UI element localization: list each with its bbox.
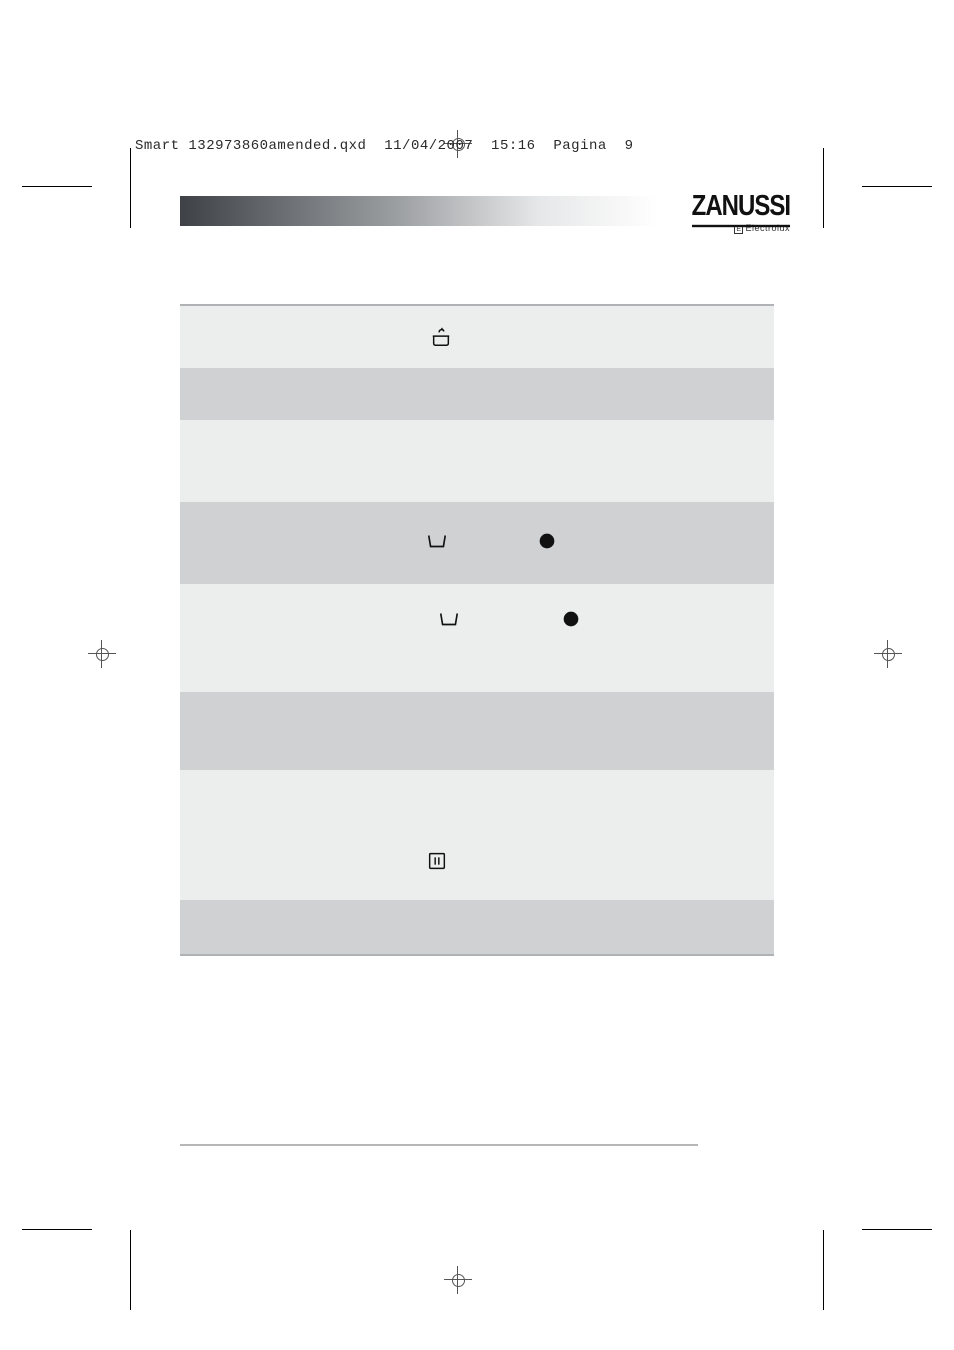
registration-mark	[874, 640, 902, 668]
brand-name: ZANUSSI	[692, 190, 790, 227]
table-row	[180, 368, 774, 420]
cropmark	[130, 1230, 131, 1310]
table-row	[180, 900, 774, 954]
cropmark	[823, 148, 824, 228]
programme-table	[180, 304, 774, 956]
brand-block: ZANUSSI EElectrolux	[692, 190, 790, 234]
footer-rule	[180, 1144, 698, 1146]
cropmark	[862, 186, 932, 187]
tub-icon	[426, 532, 448, 550]
table-row	[180, 584, 774, 692]
header-gradient-bar	[180, 196, 658, 226]
page: ZANUSSI EElectrolux	[180, 196, 790, 1186]
cropmark	[22, 1229, 92, 1230]
table-row	[180, 692, 774, 770]
registration-mark	[88, 640, 116, 668]
table-row	[180, 502, 774, 584]
moon-icon	[560, 610, 582, 628]
cropmark	[130, 148, 131, 228]
table-row	[180, 420, 774, 502]
cropmark	[22, 186, 92, 187]
registration-mark	[444, 1266, 472, 1294]
cropmark	[823, 1230, 824, 1310]
table-row	[180, 770, 774, 900]
slugline: Smart 132973860amended.qxd 11/04/2007 15…	[135, 138, 633, 154]
cropmark	[862, 1229, 932, 1230]
table-row	[180, 306, 774, 368]
handwash-icon	[430, 328, 452, 346]
tub-icon	[438, 610, 460, 628]
dry-icon	[426, 852, 448, 870]
moon-icon	[536, 532, 558, 550]
